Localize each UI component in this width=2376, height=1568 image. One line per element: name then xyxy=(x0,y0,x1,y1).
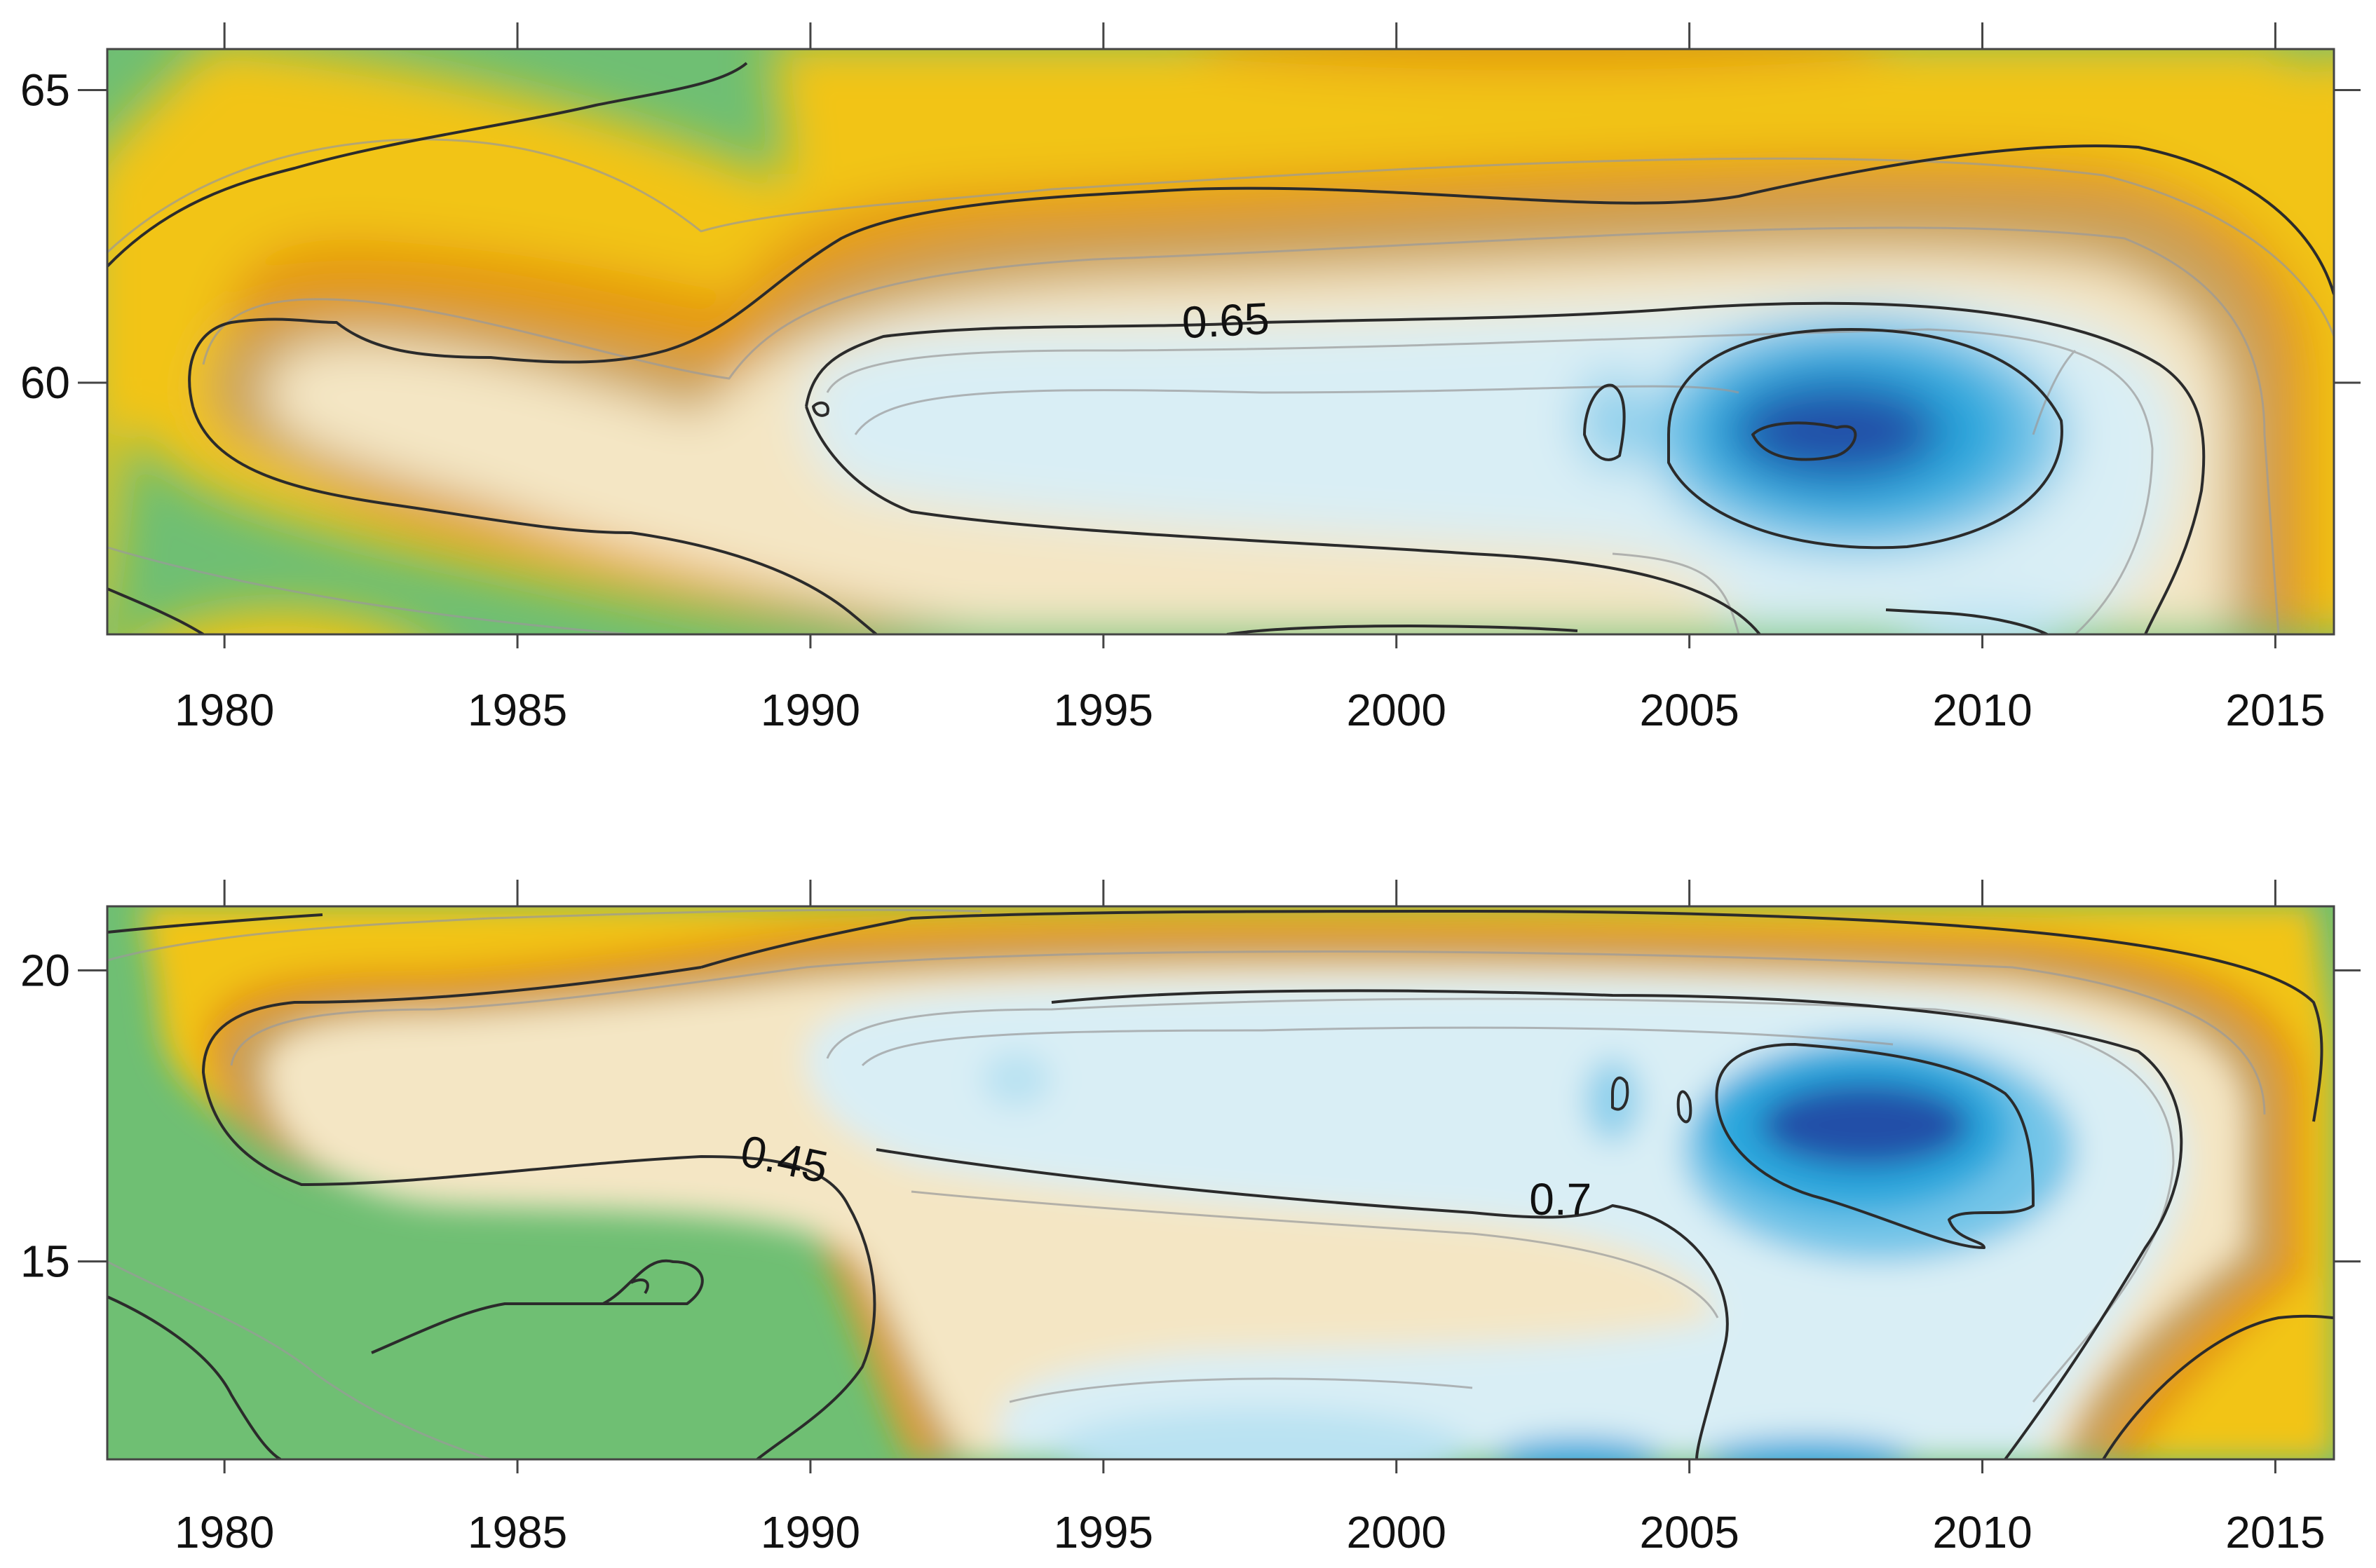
bottom-x-tick-label: 1995 xyxy=(1054,1507,1153,1557)
bottom-x-tick-label: 1980 xyxy=(175,1507,274,1557)
top-contour-lines xyxy=(107,62,2334,634)
bottom-contour-label: 0.7 xyxy=(1529,1174,1591,1225)
top-x-tick-label: 1980 xyxy=(175,685,274,735)
top-x-tick-label: 1990 xyxy=(761,685,860,735)
top-x-tick-label: 2010 xyxy=(1932,685,2032,735)
top-contour-labels: 0.65 xyxy=(1181,293,1270,348)
bottom-x-tick-label: 2010 xyxy=(1932,1507,2032,1557)
top-x-tick-label: 1995 xyxy=(1054,685,1153,735)
bottom-heatmap xyxy=(107,906,2334,1459)
top-contour-label: 0.65 xyxy=(1181,293,1270,348)
bottom-x-tick-label: 2015 xyxy=(2225,1507,2325,1557)
top-x-ticks: 1980 1985 1990 1995 2000 2005 2010 2015 xyxy=(175,22,2326,735)
top-x-tick-label: 2015 xyxy=(2225,685,2325,735)
top-y-tick-label: 65 xyxy=(20,64,70,115)
bottom-contour-lines xyxy=(107,908,2334,1459)
bottom-x-tick-label: 1990 xyxy=(761,1507,860,1557)
bottom-x-tick-label: 2000 xyxy=(1347,1507,1446,1557)
top-heatmap xyxy=(107,49,2334,634)
bottom-x-ticks: 1980 1985 1990 1995 2000 2005 2010 2015 xyxy=(175,880,2326,1557)
top-x-tick-label: 2000 xyxy=(1347,685,1446,735)
top-panel: 1980 1985 1990 1995 2000 2005 2010 2015 60 65 0.… xyxy=(20,22,2361,735)
top-y-tick-label: 60 xyxy=(20,357,70,408)
top-x-tick-label: 1985 xyxy=(468,685,567,735)
bottom-y-tick-label: 20 xyxy=(20,945,70,995)
top-plot-frame xyxy=(106,48,2335,636)
top-y-ticks: 60 65 xyxy=(20,64,2361,408)
top-x-tick-label: 2005 xyxy=(1639,685,1739,735)
bottom-plot-frame xyxy=(106,905,2335,1461)
bottom-x-tick-label: 1985 xyxy=(468,1507,567,1557)
bottom-y-tick-label: 15 xyxy=(20,1236,70,1287)
bottom-x-tick-label: 2005 xyxy=(1639,1507,1739,1557)
